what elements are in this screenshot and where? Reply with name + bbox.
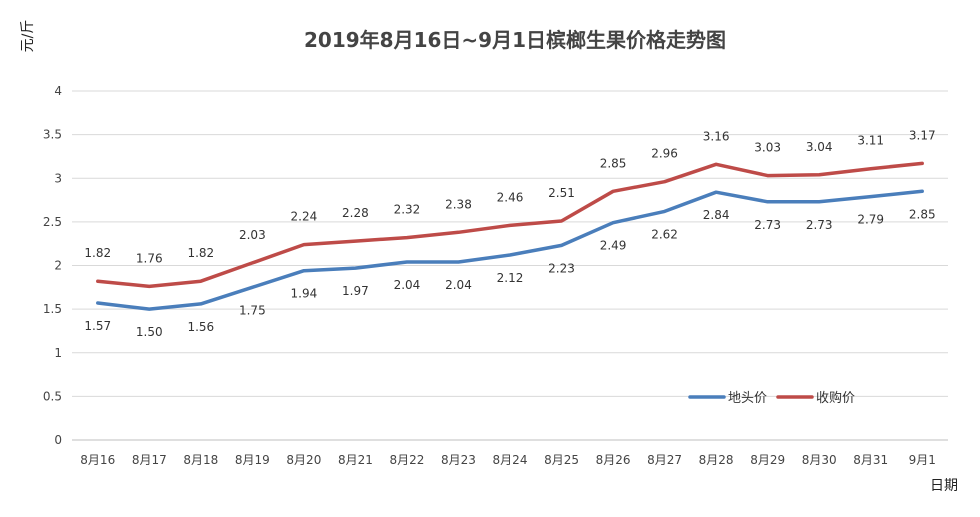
- data-label: 2.96: [651, 147, 678, 161]
- data-label: 3.17: [909, 128, 936, 142]
- data-label: 2.73: [754, 218, 781, 232]
- data-label: 3.16: [703, 129, 730, 143]
- data-label: 2.84: [703, 208, 730, 222]
- data-label: 2.49: [600, 239, 627, 253]
- x-tick-label: 8月17: [132, 453, 167, 467]
- data-label: 1.97: [342, 284, 369, 298]
- x-tick-label: 8月31: [853, 453, 888, 467]
- data-label: 3.03: [754, 141, 781, 155]
- data-label: 3.11: [857, 134, 884, 148]
- y-tick-label: 1: [54, 346, 62, 360]
- data-label: 2.62: [651, 227, 678, 241]
- series-line-1: [96, 189, 924, 311]
- data-label: 2.85: [600, 156, 627, 170]
- x-tick-label: 8月23: [441, 453, 476, 467]
- x-tick-label: 8月25: [544, 453, 579, 467]
- legend-label-2: 收购价: [816, 390, 855, 406]
- x-axis-ticks: 8月16 8月17 8月18 8月19 8月20 8月21 8月22 8月23 8月24 8月25…: [80, 453, 936, 467]
- legend-label-1: 地头价: [728, 391, 767, 406]
- x-tick-label: 8月19: [235, 453, 270, 467]
- data-label: 1.57: [84, 319, 111, 333]
- x-tick-label: 8月18: [183, 453, 218, 467]
- data-label: 2.04: [394, 278, 421, 292]
- y-tick-label: 1.5: [43, 302, 62, 316]
- x-tick-label: 8月21: [338, 453, 373, 467]
- data-label: 1.50: [136, 325, 163, 339]
- data-label: 2.12: [497, 271, 524, 285]
- data-labels: 1.57 1.50 1.56 1.75 1.94 1.97 2.04 2.04 2.12 2.23…: [84, 128, 935, 339]
- data-label: 1.82: [187, 246, 214, 260]
- data-label: 2.51: [548, 186, 575, 200]
- y-tick-label: 3: [54, 171, 62, 185]
- x-tick-label: 8月29: [750, 453, 785, 467]
- data-label: 3.04: [806, 140, 833, 154]
- series-lines: [96, 161, 924, 311]
- x-tick-label: 8月27: [647, 453, 682, 467]
- data-label: 2.24: [291, 210, 318, 224]
- x-axis-title: 日期: [930, 478, 958, 494]
- x-tick-label: 8月30: [802, 453, 837, 467]
- y-axis-title: 元/斤: [20, 20, 36, 53]
- y-tick-label: 4: [54, 84, 62, 98]
- data-label: 2.03: [239, 228, 266, 242]
- series-line-2: [96, 161, 924, 289]
- y-axis-ticks: 0 0.5 1 1.5 2 2.5 3 3.5 4: [43, 84, 62, 447]
- data-label: 1.75: [239, 303, 266, 317]
- data-label: 1.82: [84, 246, 111, 260]
- x-tick-label: 8月22: [389, 453, 424, 467]
- y-tick-label: 0: [54, 433, 62, 447]
- x-tick-label: 8月16: [80, 453, 115, 467]
- y-tick-label: 0.5: [43, 389, 62, 403]
- x-tick-label: 8月26: [596, 453, 631, 467]
- chart-title: 2019年8月16日~9月1日槟榔生果价格走势图: [304, 28, 726, 52]
- legend: 地头价 收购价: [688, 390, 855, 406]
- data-label: 2.28: [342, 206, 369, 220]
- data-label: 1.94: [291, 287, 318, 301]
- data-label: 2.85: [909, 207, 936, 221]
- data-label: 2.32: [394, 203, 421, 217]
- data-label: 2.23: [548, 261, 575, 275]
- x-tick-label: 8月24: [493, 453, 528, 467]
- x-tick-label: 8月28: [699, 453, 734, 467]
- y-tick-label: 3.5: [43, 128, 62, 142]
- data-label: 2.46: [497, 190, 524, 204]
- data-label: 1.76: [136, 251, 163, 265]
- x-tick-label: 9月1: [909, 453, 936, 467]
- data-label: 1.56: [187, 320, 214, 334]
- data-label: 2.38: [445, 197, 472, 211]
- data-label: 2.79: [857, 213, 884, 227]
- y-tick-label: 2.5: [43, 215, 62, 229]
- gridlines: [72, 90, 948, 441]
- x-tick-label: 8月20: [286, 453, 321, 467]
- y-tick-label: 2: [54, 259, 62, 273]
- data-label: 2.04: [445, 278, 472, 292]
- data-label: 2.73: [806, 218, 833, 232]
